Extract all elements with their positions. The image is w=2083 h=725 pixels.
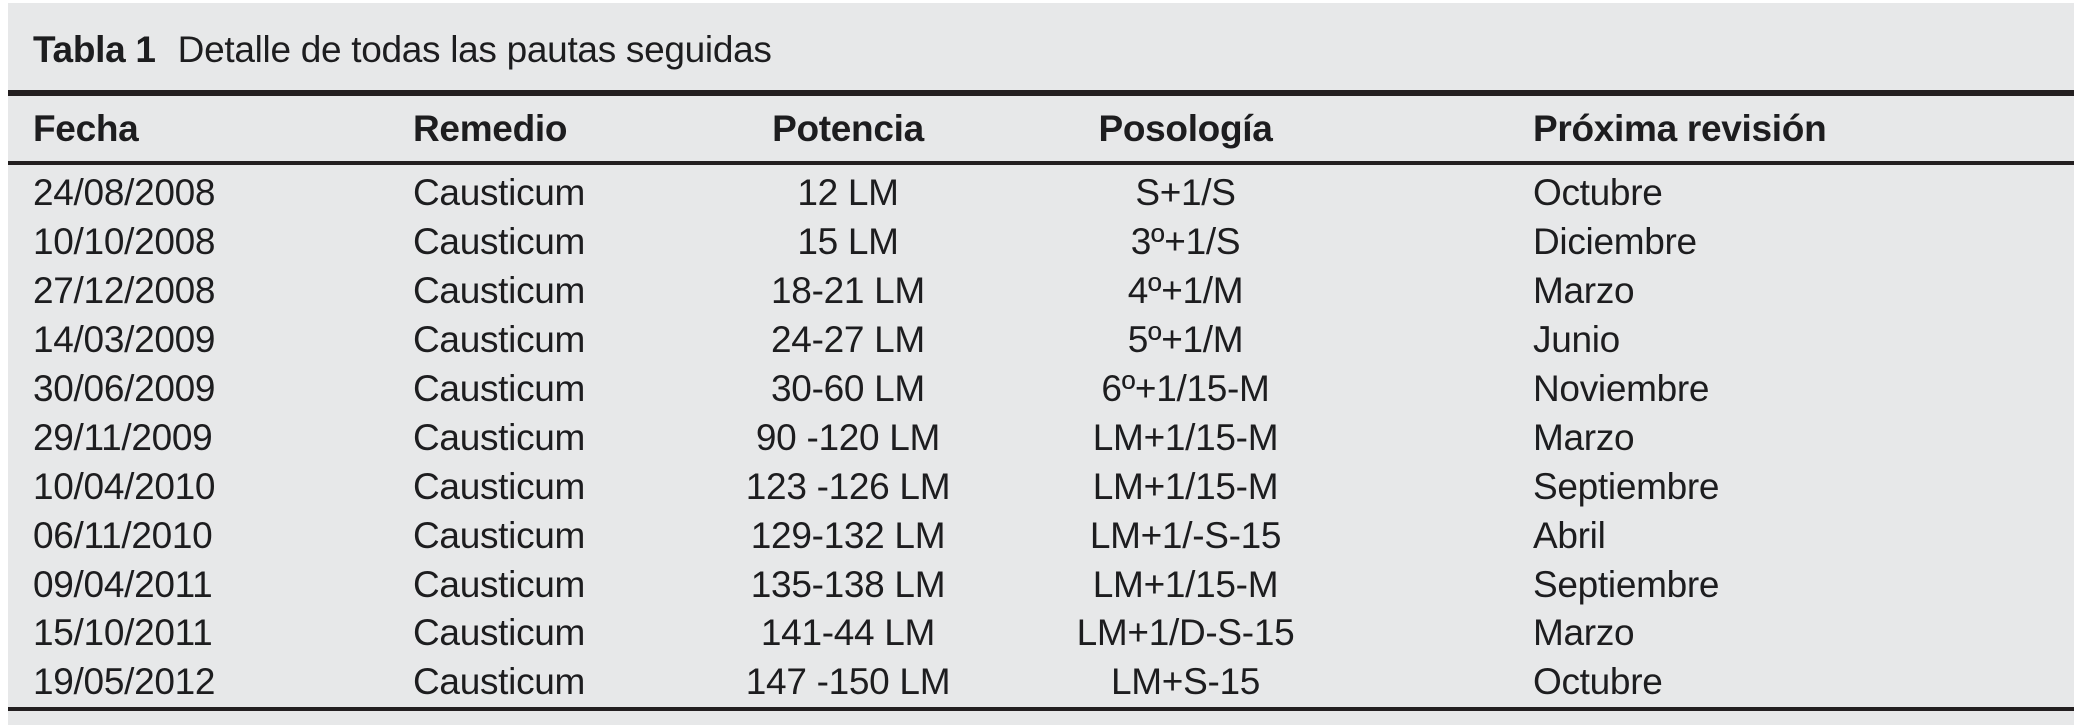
- cell-posologia: 5º+1/M: [1127, 319, 1244, 361]
- cell-fecha: 19/05/2012: [33, 661, 216, 703]
- table-caption: Tabla 1 Detalle de todas las pautas segu…: [8, 3, 2074, 90]
- table-caption-text: Detalle de todas las pautas seguidas: [177, 28, 772, 70]
- cell-fecha: 10/10/2008: [33, 221, 216, 263]
- table-row: 15/10/2011 Causticum 141-44 LM LM+1/D-S-15 M…: [8, 609, 2074, 658]
- cell-remedio: Causticum: [413, 221, 586, 263]
- column-header-posologia: Posología: [1098, 107, 1273, 149]
- column-header-potencia: Potencia: [772, 107, 924, 149]
- cell-proxima-revision: Diciembre: [1533, 221, 1697, 263]
- cell-potencia: 24-27 LM: [771, 319, 925, 361]
- cell-fecha: 24/08/2008: [33, 172, 216, 214]
- cell-potencia: 135-138 LM: [750, 563, 946, 605]
- cell-fecha: 27/12/2008: [33, 270, 216, 312]
- cell-proxima-revision: Septiembre: [1533, 563, 1720, 605]
- cell-fecha: 09/04/2011: [33, 563, 213, 605]
- table-row: 24/08/2008 Causticum 12 LM S+1/S Octubre: [8, 165, 2074, 218]
- cell-potencia: 18-21 LM: [771, 270, 925, 312]
- cell-remedio: Causticum: [413, 319, 586, 361]
- bottom-strip: [8, 711, 2074, 725]
- cell-fecha: 10/04/2010: [33, 465, 216, 507]
- cell-remedio: Causticum: [413, 514, 586, 556]
- caption-divider-rule: [8, 90, 2074, 96]
- cell-posologia: LM+1/15-M: [1092, 563, 1279, 605]
- table-body: 24/08/2008 Causticum 12 LM S+1/S Octubre 10/1…: [8, 165, 2074, 707]
- cell-potencia: 129-132 LM: [750, 514, 946, 556]
- header-row: Fecha Remedio Potencia Posología Próxima…: [8, 96, 2074, 161]
- cell-proxima-revision: Marzo: [1533, 270, 1635, 312]
- table-row: 29/11/2009 Causticum 90 -120 LM LM+1/15-M Ma…: [8, 413, 2074, 462]
- cell-posologia: S+1/S: [1135, 172, 1236, 214]
- cell-proxima-revision: Noviembre: [1533, 368, 1710, 409]
- table-row: 09/04/2011 Causticum 135-138 LM LM+1/15-M Se…: [8, 560, 2074, 609]
- table-row: 14/03/2009 Causticum 24-27 LM 5º+1/M Junio: [8, 316, 2074, 365]
- table-row: 30/06/2009 Causticum 30-60 LM 6º+1/15-M Novi…: [8, 365, 2074, 414]
- cell-proxima-revision: Abril: [1533, 514, 1606, 556]
- cell-fecha: 15/10/2011: [33, 612, 213, 654]
- bottom-rule: [8, 706, 2074, 711]
- cell-posologia: LM+1/15-M: [1092, 465, 1279, 507]
- cell-remedio: Causticum: [413, 465, 586, 507]
- table-row: 10/04/2010 Causticum 123 -126 LM LM+1/15-M S…: [8, 462, 2074, 511]
- cell-potencia: 147 -150 LM: [745, 661, 951, 703]
- cell-proxima-revision: Octubre: [1533, 661, 1663, 703]
- table-row: 27/12/2008 Causticum 18-21 LM 4º+1/M Marzo: [8, 267, 2074, 316]
- table-panel: Tabla 1 Detalle de todas las pautas segu…: [8, 3, 2074, 725]
- cell-fecha: 06/11/2010: [33, 514, 213, 556]
- pautas-table: Fecha Remedio Potencia Posología Próxima…: [8, 96, 2074, 161]
- cell-potencia: 30-60 LM: [771, 368, 925, 409]
- cell-proxima-revision: Septiembre: [1533, 465, 1720, 507]
- cell-proxima-revision: Marzo: [1533, 416, 1635, 458]
- column-header-fecha: Fecha: [33, 107, 139, 149]
- cell-posologia: LM+S-15: [1110, 661, 1261, 703]
- cell-posologia: LM+1/D-S-15: [1076, 612, 1295, 654]
- header-divider-rule: [8, 161, 2074, 165]
- cell-potencia: 12 LM: [797, 172, 899, 214]
- table-caption-label: Tabla 1: [33, 28, 156, 70]
- cell-posologia: LM+1/-S-15: [1089, 514, 1282, 556]
- cell-remedio: Causticum: [413, 172, 586, 214]
- cell-potencia: 123 -126 LM: [745, 465, 951, 507]
- cell-remedio: Causticum: [413, 661, 586, 703]
- cell-fecha: 29/11/2009: [33, 416, 213, 458]
- cell-posologia: 6º+1/15-M: [1101, 368, 1270, 409]
- cell-proxima-revision: Junio: [1533, 319, 1620, 361]
- cell-potencia: 141-44 LM: [760, 612, 936, 654]
- cell-potencia: 90 -120 LM: [755, 416, 941, 458]
- cell-remedio: Causticum: [413, 368, 586, 409]
- cell-fecha: 30/06/2009: [33, 368, 216, 409]
- cell-posologia: LM+1/15-M: [1092, 416, 1279, 458]
- cell-proxima-revision: Marzo: [1533, 612, 1635, 654]
- table-row: 10/10/2008 Causticum 15 LM 3º+1/S Diciembre: [8, 218, 2074, 267]
- cell-remedio: Causticum: [413, 416, 586, 458]
- table-row: 19/05/2012 Causticum 147 -150 LM LM+S-15 Oct…: [8, 658, 2074, 707]
- cell-remedio: Causticum: [413, 612, 586, 654]
- cell-posologia: 4º+1/M: [1127, 270, 1244, 312]
- pautas-table-body: 24/08/2008 Causticum 12 LM S+1/S Octubre 10/1…: [8, 165, 2074, 707]
- cell-remedio: Causticum: [413, 270, 586, 312]
- cell-potencia: 15 LM: [797, 221, 899, 263]
- column-header-remedio: Remedio: [413, 107, 568, 149]
- table-row: 06/11/2010 Causticum 129-132 LM LM+1/-S-15 A…: [8, 511, 2074, 560]
- table-header: Fecha Remedio Potencia Posología Próxima…: [8, 96, 2074, 161]
- cell-proxima-revision: Octubre: [1533, 172, 1663, 214]
- cell-remedio: Causticum: [413, 563, 586, 605]
- cell-fecha: 14/03/2009: [33, 319, 216, 361]
- cell-posologia: 3º+1/S: [1130, 221, 1241, 263]
- column-header-proxima-revision: Próxima revisión: [1533, 107, 1827, 149]
